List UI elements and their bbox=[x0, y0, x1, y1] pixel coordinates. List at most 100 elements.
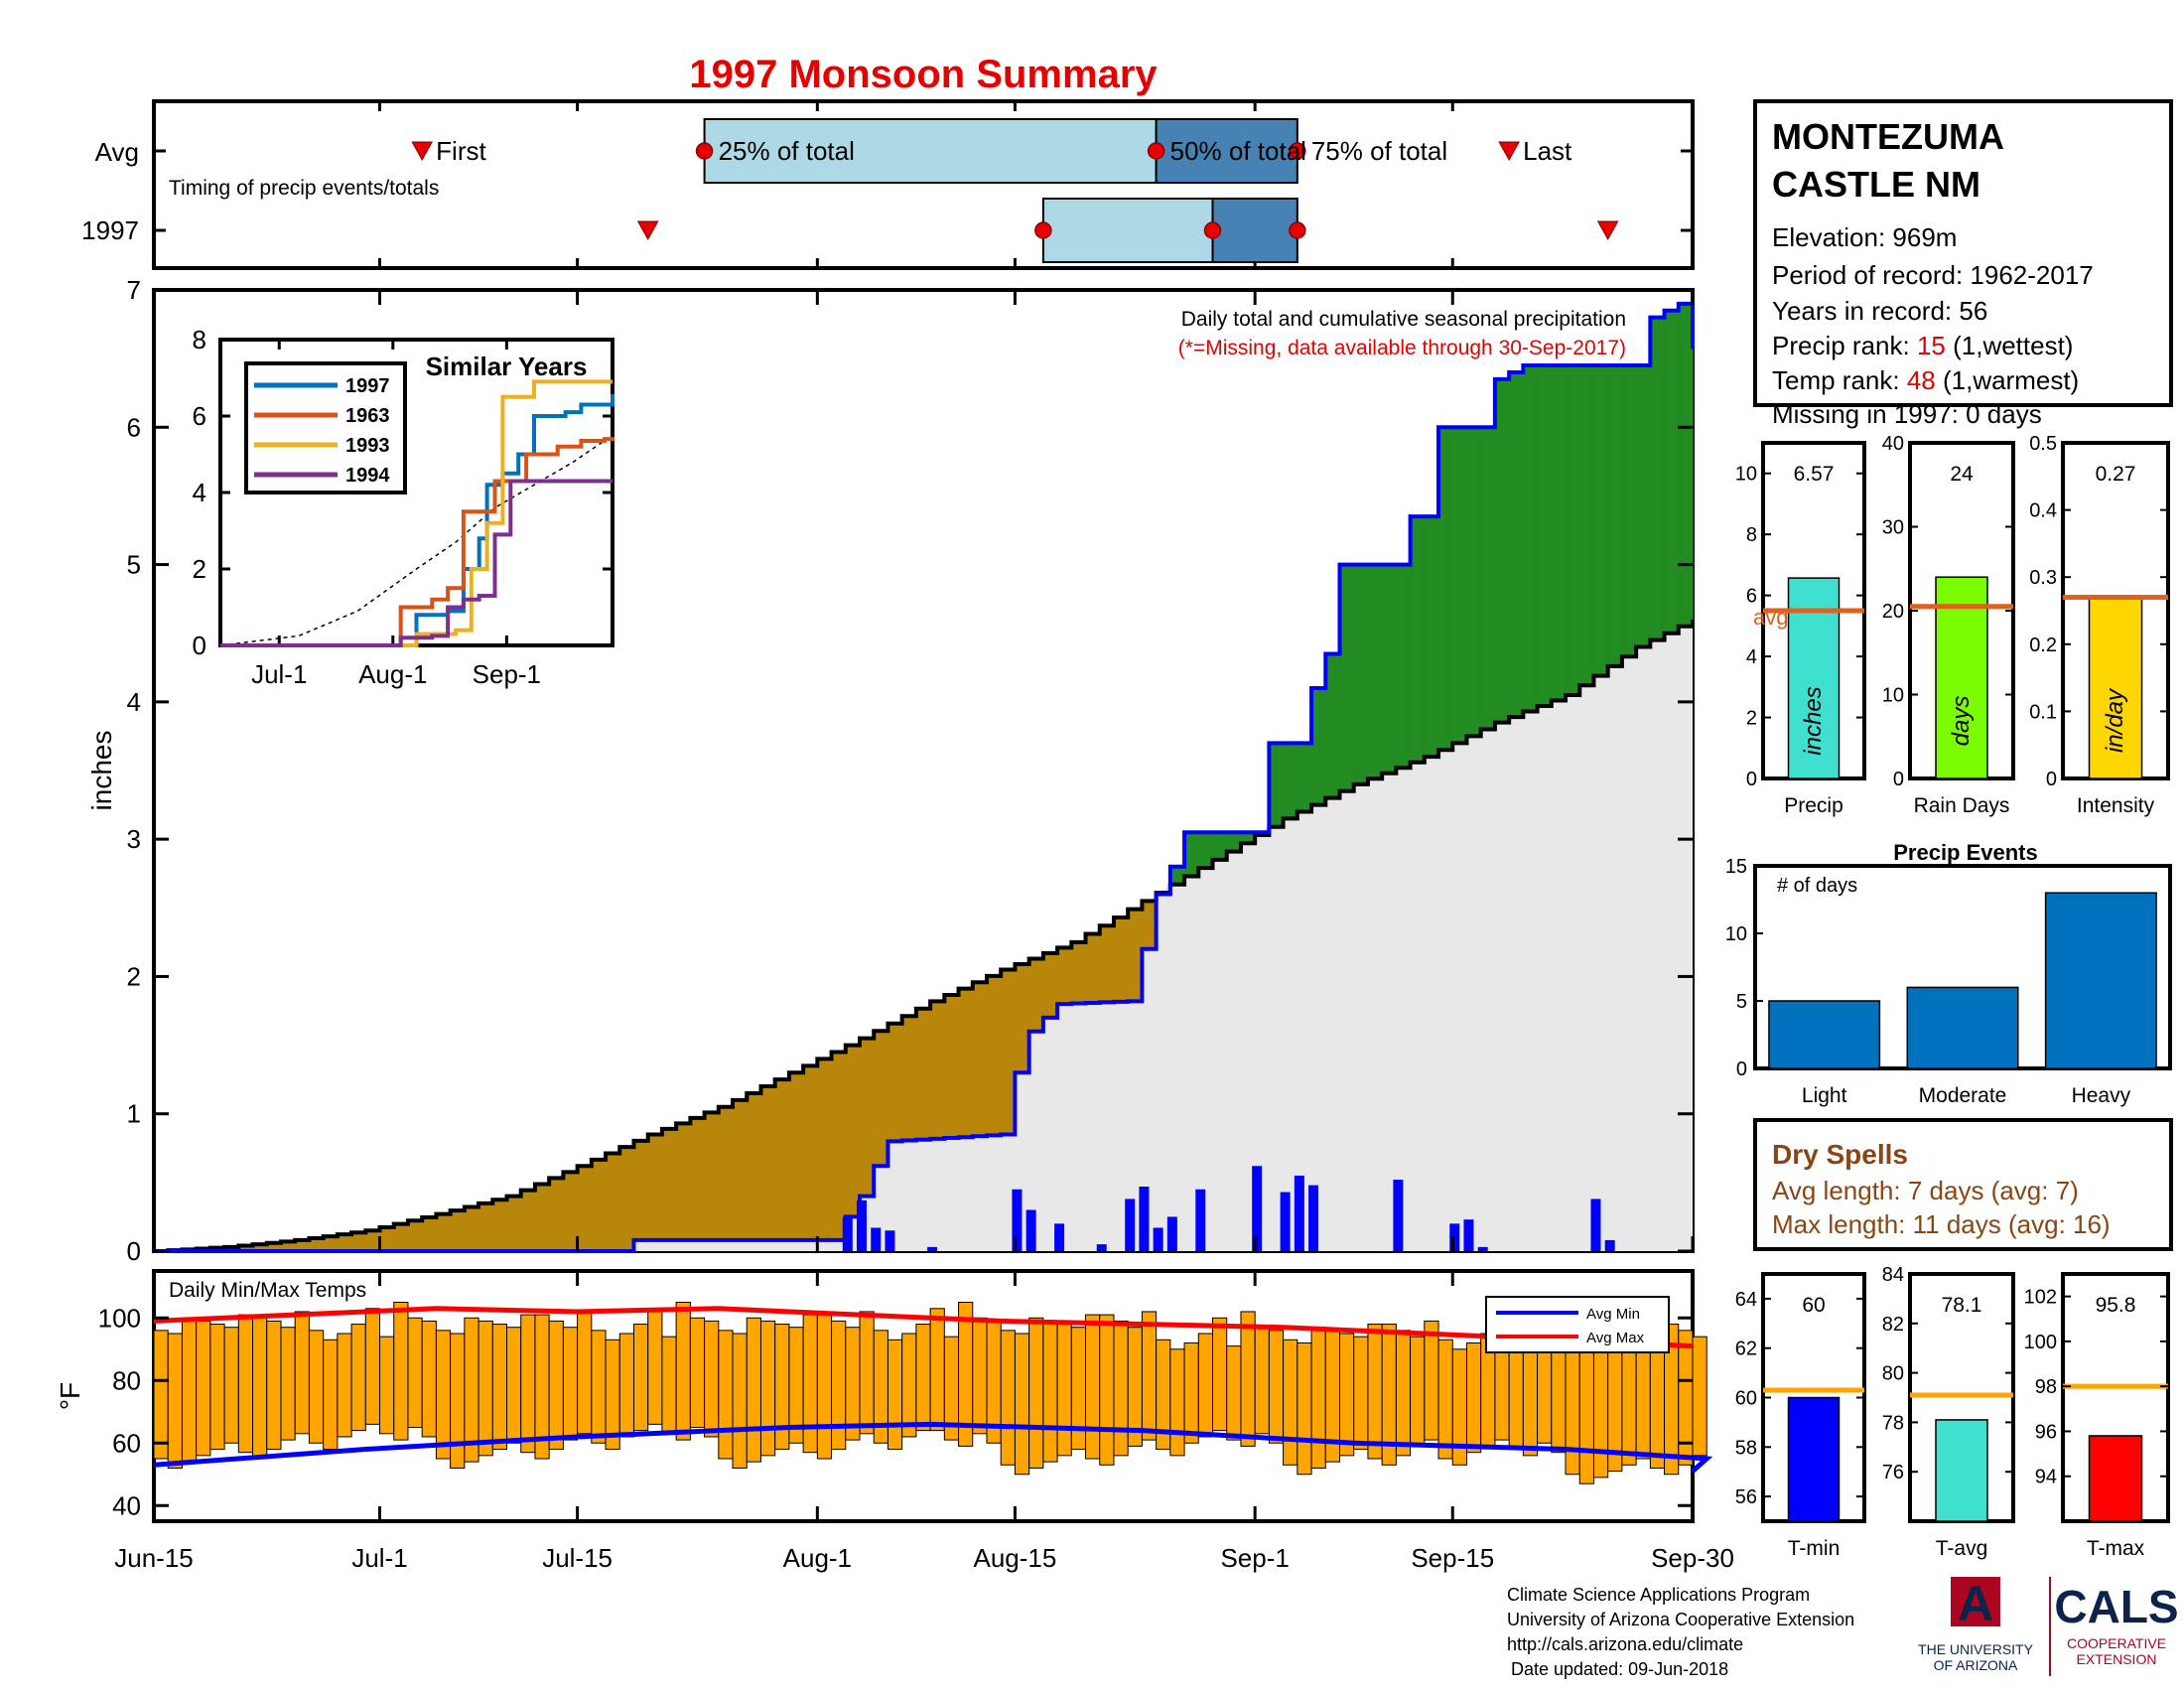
deficit-fill bbox=[874, 1031, 889, 1167]
deficit-fill bbox=[407, 1220, 423, 1251]
deficit-fill bbox=[704, 1112, 720, 1240]
summary-xlabel: Rain Days bbox=[1914, 794, 2010, 817]
temp-rank-label: Temp rank: bbox=[1772, 365, 1907, 395]
surplus-fill bbox=[1297, 743, 1312, 812]
page-title: 1997 Monsoon Summary bbox=[689, 53, 1158, 96]
ua-logo-line1: THE UNIVERSITY bbox=[1918, 1641, 2034, 1657]
inset-xtick-label: Aug-1 bbox=[358, 659, 427, 689]
daily-temp-bar bbox=[364, 1308, 381, 1425]
timing-first-last-marker bbox=[1596, 220, 1619, 241]
events-title: Precip Events bbox=[1893, 840, 2038, 865]
deficit-fill bbox=[506, 1196, 522, 1251]
daily-temp-bar bbox=[379, 1336, 395, 1435]
precip-rank-suffix: (1,wettest) bbox=[1946, 331, 2074, 360]
timing-percentile-marker bbox=[1147, 142, 1165, 160]
summary-ytick-label: 0.1 bbox=[2029, 701, 2057, 723]
below-curve-area bbox=[154, 619, 1693, 1251]
cals-logo-line2: EXTENSION bbox=[2077, 1651, 2157, 1667]
summary-ytick-label: 0 bbox=[1893, 769, 1904, 790]
daily-precip-bar bbox=[1590, 1199, 1601, 1251]
daily-temp-bar bbox=[1338, 1333, 1355, 1457]
deficit-fill bbox=[351, 1232, 366, 1251]
daily-temp-bar bbox=[1240, 1311, 1256, 1447]
daily-temp-bar bbox=[294, 1311, 310, 1435]
inset-ytick-label: 8 bbox=[193, 325, 206, 354]
station-info-box: MONTEZUMA CASTLE NM Elevation: 969m Peri… bbox=[1753, 99, 2173, 429]
main-ytick-label: 1 bbox=[127, 1099, 141, 1129]
station-precip-rank: Precip rank: 15 (1,wettest) bbox=[1772, 331, 2073, 360]
inset-ytick-label: 0 bbox=[193, 631, 206, 660]
deficit-fill bbox=[1099, 925, 1115, 1003]
deficit-fill bbox=[972, 982, 988, 1137]
summary-ytick-label: 0.4 bbox=[2029, 500, 2057, 522]
deficit-fill bbox=[478, 1202, 493, 1251]
deficit-fill bbox=[901, 1016, 917, 1141]
deficit-fill bbox=[520, 1190, 536, 1251]
summary-value-label: 60 bbox=[1802, 1294, 1825, 1317]
timing-percentile-marker bbox=[695, 142, 714, 160]
deficit-fill bbox=[534, 1184, 550, 1251]
events-ytick-label: 15 bbox=[1725, 856, 1747, 878]
deficit-fill bbox=[1015, 963, 1030, 1073]
summary-unit-label: days bbox=[1948, 696, 1975, 747]
daily-temp-bar bbox=[759, 1320, 776, 1457]
avg-max-line bbox=[153, 1306, 1694, 1349]
main-plot-title: Daily total and cumulative seasonal prec… bbox=[1181, 308, 1626, 331]
deficit-fill bbox=[1071, 941, 1087, 1004]
main-plot-subtitle: (*=Missing, data available through 30-Se… bbox=[1178, 337, 1626, 359]
timing-percentile-marker bbox=[1289, 142, 1306, 160]
deficit-fill bbox=[1057, 947, 1072, 1005]
events-bar bbox=[1768, 1000, 1881, 1069]
deficit-fill bbox=[774, 1079, 790, 1240]
summary-ytick-label: 4 bbox=[1746, 646, 1757, 668]
daily-temp-bar bbox=[887, 1339, 903, 1451]
main-ytick-label: 3 bbox=[127, 824, 141, 854]
daily-precip-bar bbox=[1054, 1223, 1065, 1251]
cals-logo-line1: COOPERATIVE bbox=[2067, 1635, 2166, 1651]
inset-legend-label: 1997 bbox=[345, 375, 390, 397]
temp-ytick-label: 60 bbox=[112, 1428, 141, 1458]
daily-temp-bar bbox=[1042, 1320, 1058, 1463]
daily-temp-bar bbox=[520, 1314, 536, 1454]
daily-temp-bar bbox=[845, 1327, 861, 1441]
daily-precip-bar bbox=[1308, 1185, 1319, 1251]
station-elevation: Elevation: 969m bbox=[1772, 222, 1957, 252]
surplus-fill bbox=[1283, 743, 1298, 819]
cals-logo: CALS COOPERATIVE EXTENSION bbox=[2054, 1581, 2178, 1667]
summary-ytick-label: 56 bbox=[1735, 1486, 1757, 1508]
summary-value-bar bbox=[1935, 1419, 1988, 1522]
daily-precip-bar bbox=[885, 1230, 895, 1251]
events-xtick-label: Light bbox=[1802, 1084, 1847, 1107]
deficit-fill bbox=[733, 1099, 748, 1240]
daily-temp-bar bbox=[1310, 1327, 1326, 1469]
summary-ytick-label: 80 bbox=[1882, 1363, 1904, 1385]
timing-row-avg: Avg bbox=[95, 137, 139, 167]
inset-series-line bbox=[220, 479, 613, 647]
daily-temp-bar bbox=[1465, 1341, 1482, 1454]
deficit-fill bbox=[323, 1236, 339, 1251]
surplus-fill bbox=[1311, 688, 1326, 805]
temp-xtick-label: Aug-1 bbox=[783, 1543, 852, 1573]
surplus-fill bbox=[1198, 832, 1214, 869]
daily-temp-bar bbox=[718, 1330, 734, 1460]
daily-temp-bar bbox=[1508, 1345, 1524, 1451]
timing-first-label: First bbox=[436, 136, 486, 166]
station-name-line2: CASTLE NM bbox=[1772, 164, 1980, 205]
cumulative-precip-panel: 0 1 2 3 4 5 6 7 Daily total and cumulative seas… bbox=[86, 275, 1695, 1266]
daily-temp-bar bbox=[1099, 1314, 1115, 1466]
temp-rank-suffix: (1,warmest) bbox=[1936, 365, 2079, 395]
daily-precip-bar bbox=[1294, 1175, 1304, 1251]
daily-precip-bar bbox=[1280, 1192, 1291, 1251]
surplus-fill bbox=[1212, 832, 1228, 860]
daily-temp-bar bbox=[237, 1314, 254, 1454]
avg-cumulative-line bbox=[154, 619, 1695, 1253]
summary-ytick-label: 100 bbox=[2024, 1332, 2057, 1353]
daily-temp-bar bbox=[816, 1314, 833, 1460]
surplus-fill bbox=[1438, 427, 1453, 751]
deficit-fill bbox=[1042, 952, 1058, 1018]
deficit-fill bbox=[860, 1038, 875, 1197]
timing-p25-label: 25% of total bbox=[719, 136, 855, 166]
surplus-fill bbox=[1566, 365, 1580, 695]
deficit-fill bbox=[803, 1065, 818, 1240]
temp-ytick-label: 80 bbox=[112, 1365, 141, 1395]
